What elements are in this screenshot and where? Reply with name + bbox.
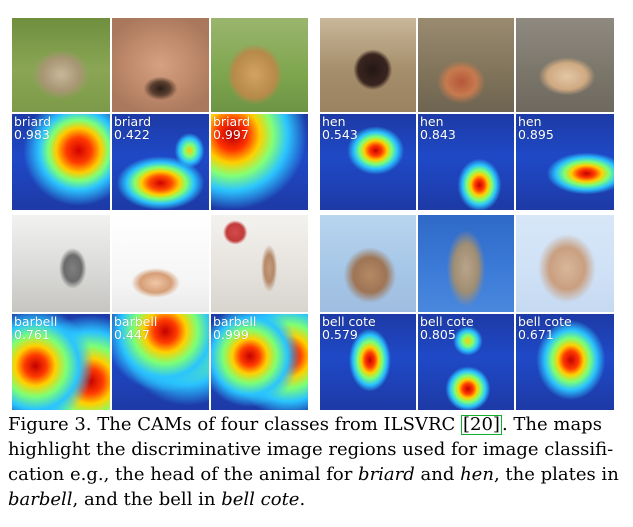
barbell-photo-2 (112, 215, 209, 312)
cam-score: 0.997 (213, 127, 249, 142)
cam-class: hen (420, 114, 444, 129)
bell-cote-cam-2-heatmap: bell cote 0.805 (418, 314, 514, 410)
cam-score: 0.843 (420, 127, 456, 142)
briard-photo-2 (112, 18, 209, 112)
bell-cote-photo-1-image (320, 215, 416, 312)
barbell-cam-3: barbell 0.999 (211, 314, 308, 410)
cam-score: 0.447 (114, 327, 150, 342)
barbell-photo-3-image (211, 215, 308, 312)
hen-photo-1-image (320, 18, 416, 112)
cam-score: 0.761 (14, 327, 50, 342)
briard-photo-2-image (112, 18, 209, 112)
cam-class: hen (518, 114, 542, 129)
hen-cam-2: hen 0.843 (418, 114, 514, 210)
caption-line3c: , the plates in (493, 464, 619, 485)
briard-photo-3-image (211, 18, 308, 112)
bell-cote-cam-3: bell cote 0.671 (516, 314, 614, 410)
cam-label: barbell 0.761 (14, 315, 57, 341)
cam-score: 0.999 (213, 327, 249, 342)
cam-label: bell cote 0.805 (420, 315, 474, 341)
hen-photo-2 (418, 18, 514, 112)
cam-label: hen 0.895 (518, 115, 554, 141)
cam-label: hen 0.543 (322, 115, 358, 141)
barbell-photo-1 (12, 215, 110, 312)
caption-line3a: cation e.g., the head of the animal for (8, 464, 359, 485)
bell-cote-cam-2: bell cote 0.805 (418, 314, 514, 410)
cam-score: 0.805 (420, 327, 456, 342)
caption-italic-hen: hen (460, 464, 494, 485)
cam-score: 0.895 (518, 127, 554, 142)
cam-label: briard 0.997 (213, 115, 250, 141)
caption-line4a: , and the bell in (72, 489, 222, 510)
cam-class: bell cote (518, 314, 572, 329)
briard-cam-3: briard 0.997 (211, 114, 308, 210)
caption-line1a: Figure 3. The CAMs of four classes from … (8, 414, 461, 435)
hen-cam-1: hen 0.543 (320, 114, 416, 210)
hen-photo-3-image (516, 18, 614, 112)
cam-class: briard (213, 114, 251, 129)
barbell-photo-3 (211, 215, 308, 312)
cam-class: bell cote (322, 314, 376, 329)
caption-italic-bellcote: bell cote (221, 489, 300, 510)
cam-class: briard (14, 114, 52, 129)
caption-line3b: and (414, 464, 461, 485)
briard-photo-1 (12, 18, 110, 112)
hen-cam-2-heatmap: hen 0.843 (418, 114, 514, 210)
cam-class: hen (322, 114, 346, 129)
cam-class: barbell (114, 314, 158, 329)
cam-label: bell cote 0.579 (322, 315, 376, 341)
bell-cote-photo-2-image (418, 215, 514, 312)
cam-label: hen 0.843 (420, 115, 456, 141)
briard-photo-3 (211, 18, 308, 112)
bell-cote-cam-1: bell cote 0.579 (320, 314, 416, 410)
cam-label: briard 0.983 (14, 115, 51, 141)
caption-line1b: . The maps (501, 414, 602, 435)
hen-cam-1-heatmap: hen 0.543 (320, 114, 416, 210)
bell-cote-cam-3-heatmap: bell cote 0.671 (516, 314, 614, 410)
barbell-cam-2-heatmap: barbell 0.447 (112, 314, 209, 410)
hen-photo-2-image (418, 18, 514, 112)
barbell-cam-3-heatmap: barbell 0.999 (211, 314, 308, 410)
cam-score: 0.671 (518, 327, 554, 342)
barbell-photo-1-image (12, 215, 110, 312)
cam-label: barbell 0.447 (114, 315, 157, 341)
caption-italic-briard: briard (358, 464, 415, 485)
caption-line4b: . (299, 489, 306, 510)
bell-cote-photo-2 (418, 215, 514, 312)
barbell-cam-2: barbell 0.447 (112, 314, 209, 410)
barbell-photo-2-image (112, 215, 209, 312)
cam-label: briard 0.422 (114, 115, 151, 141)
cam-label: bell cote 0.671 (518, 315, 572, 341)
cam-class: briard (114, 114, 152, 129)
barbell-cam-1: barbell 0.761 (12, 314, 110, 410)
briard-cam-1: briard 0.983 (12, 114, 110, 210)
cam-label: barbell 0.999 (213, 315, 256, 341)
hen-photo-3 (516, 18, 614, 112)
bell-cote-photo-3 (516, 215, 614, 312)
bell-cote-cam-1-heatmap: bell cote 0.579 (320, 314, 416, 410)
cam-score: 0.983 (14, 127, 50, 142)
bell-cote-photo-1 (320, 215, 416, 312)
briard-cam-3-heatmap: briard 0.997 (211, 114, 308, 210)
hen-cam-3-heatmap: hen 0.895 (516, 114, 614, 210)
figure-caption: Figure 3. The CAMs of four classes from … (8, 412, 626, 512)
briard-cam-1-heatmap: briard 0.983 (12, 114, 110, 210)
bell-cote-photo-3-image (516, 215, 614, 312)
briard-photo-1-image (12, 18, 110, 112)
cam-class: barbell (213, 314, 257, 329)
cam-score: 0.422 (114, 127, 150, 142)
hen-photo-1 (320, 18, 416, 112)
caption-line2: highlight the discriminative image regio… (8, 439, 614, 460)
briard-cam-2: briard 0.422 (112, 114, 209, 210)
cam-score: 0.579 (322, 327, 358, 342)
briard-cam-2-heatmap: briard 0.422 (112, 114, 209, 210)
citation-link[interactable]: [20] (461, 414, 502, 435)
caption-italic-barbell: barbell (8, 489, 73, 510)
barbell-cam-1-heatmap: barbell 0.761 (12, 314, 110, 410)
hen-cam-3: hen 0.895 (516, 114, 614, 210)
cam-class: barbell (14, 314, 58, 329)
cam-score: 0.543 (322, 127, 358, 142)
cam-class: bell cote (420, 314, 474, 329)
